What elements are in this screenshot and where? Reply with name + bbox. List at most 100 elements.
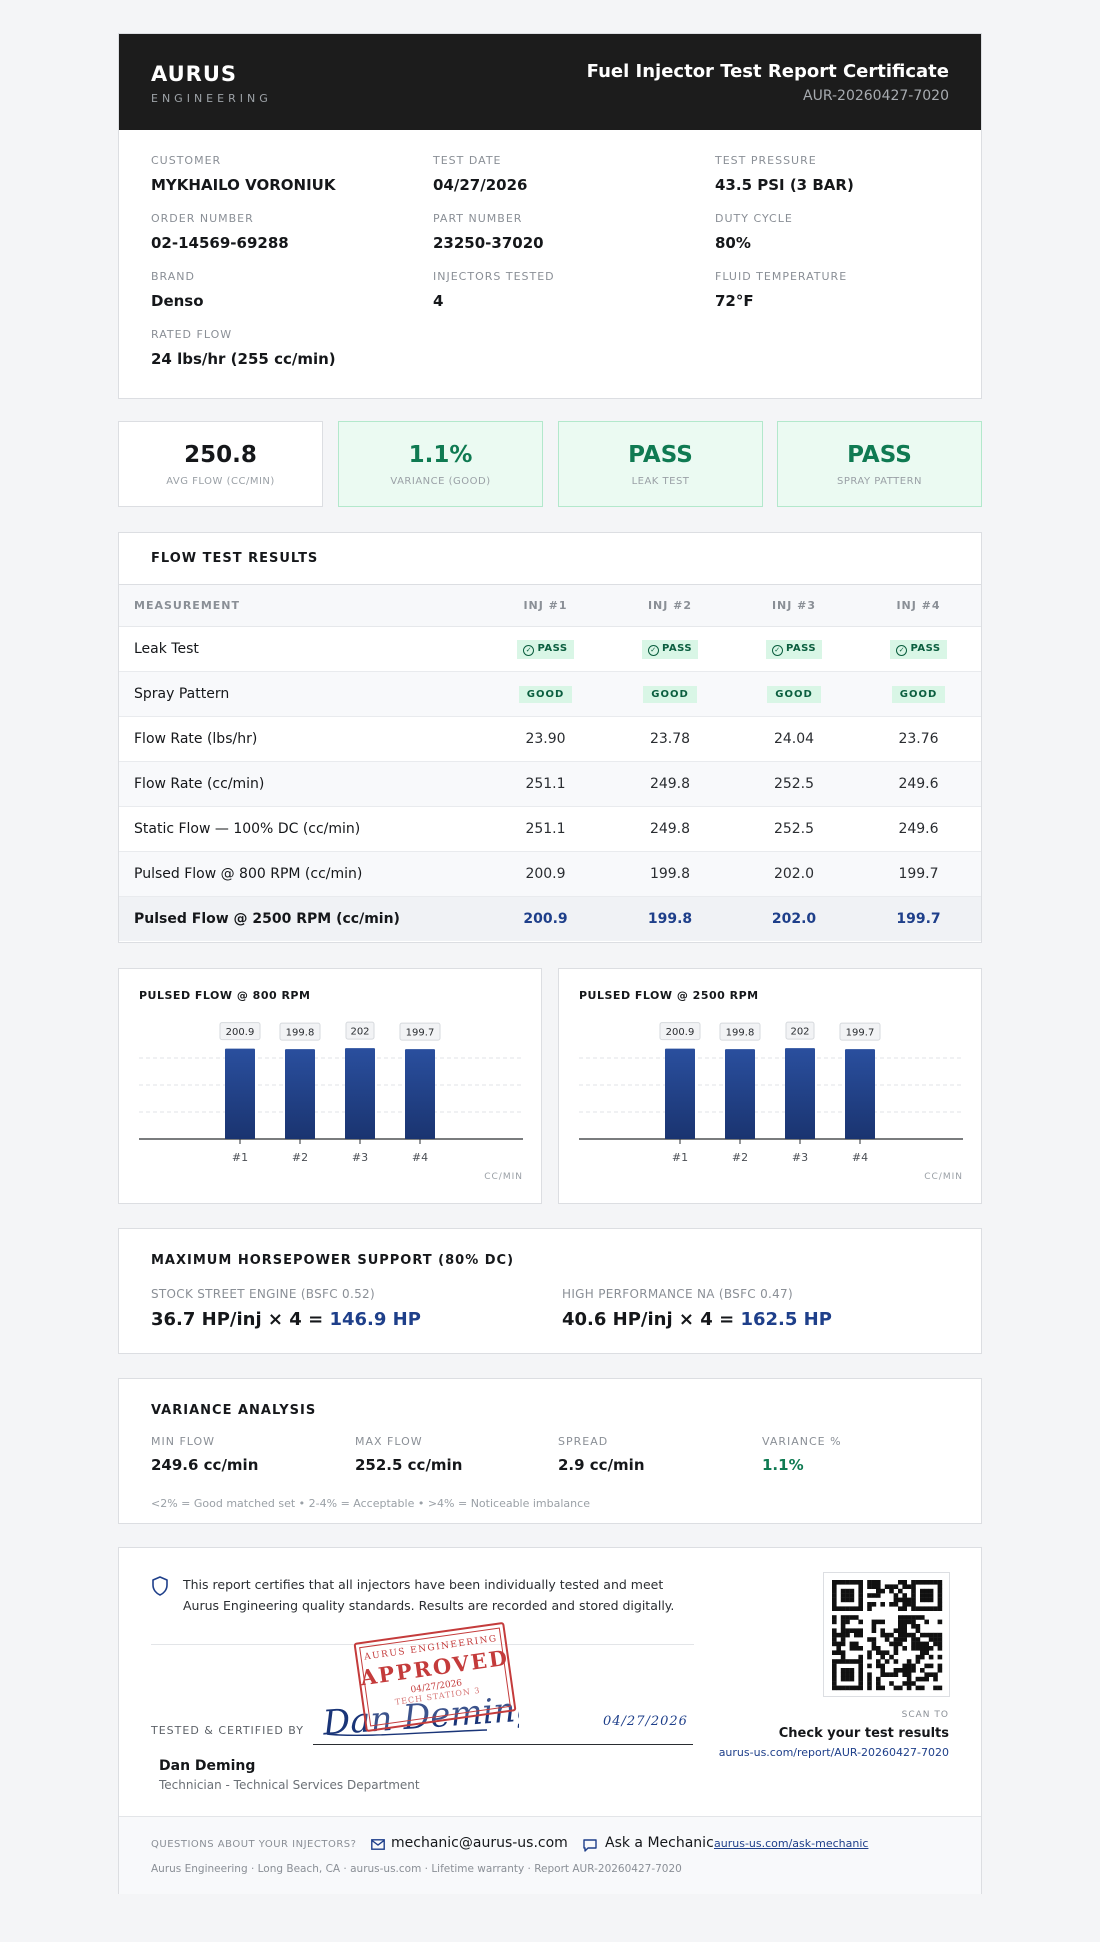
x-tick-label: #2 — [732, 1151, 748, 1164]
badge-text: PASS — [537, 642, 568, 654]
flow-results-table: MEASUREMENT INJ #1 INJ #2 INJ #3 INJ #4 … — [119, 585, 981, 941]
flow-results-header: FLOW TEST RESULTS — [119, 533, 981, 585]
summary-leak-test: PASS LEAK TEST — [558, 421, 763, 507]
chart-2500rpm: PULSED FLOW @ 2500 RPM 200.9 #1 199.8 #2 202… — [558, 968, 982, 1204]
info-part: PART NUMBER 23250-37020 — [433, 212, 544, 252]
unit-label: CC/MIN — [924, 1172, 963, 1182]
chart-bar — [405, 1049, 435, 1139]
table-row: Spray Pattern GOOD GOOD GOOD GOOD — [119, 671, 981, 717]
check-circle-icon: ✓ — [771, 644, 783, 656]
x-tick-label: #2 — [292, 1151, 308, 1164]
table-row: Static Flow — 100% DC (cc/min) 251.1 249… — [119, 806, 981, 852]
section-title: FLOW TEST RESULTS — [151, 551, 319, 566]
table-cell: 199.7 — [856, 851, 981, 897]
check-circle-icon: ✓ — [647, 644, 659, 656]
table-cell: 252.5 — [732, 806, 856, 852]
badge-text: PASS — [661, 642, 693, 654]
signature-date: 04/27/2026 — [603, 1714, 688, 1729]
summary-value: 1.1% — [408, 442, 473, 468]
summary-label: VARIANCE (GOOD) — [390, 476, 491, 487]
badge-text: PASS — [785, 642, 817, 654]
qr-code-icon — [832, 1580, 943, 1691]
table-cell: 249.6 — [856, 761, 981, 807]
certification-statement: This report certifies that all injectors… — [183, 1577, 675, 1613]
column-header: MEASUREMENT — [119, 585, 483, 627]
certification-card: This report certifies that all injectors… — [118, 1547, 982, 1894]
info-value: 4 — [433, 292, 444, 310]
divider — [151, 1644, 694, 1645]
summary-value: 250.8 — [184, 442, 257, 468]
value-label-box — [399, 1022, 441, 1041]
report-id: AUR-20260427-7020 — [803, 88, 949, 104]
ask-mechanic-label[interactable]: Ask a Mechanic — [605, 1835, 714, 1851]
variance-value: 249.6 cc/min — [151, 1456, 259, 1474]
hp-total: 162.5 HP — [740, 1309, 832, 1330]
tested-by-label: TESTED & CERTIFIED BY — [151, 1724, 304, 1737]
good-badge: GOOD — [643, 685, 697, 703]
chart-bar — [225, 1048, 255, 1139]
summary-value: PASS — [628, 442, 693, 468]
info-label: RATED FLOW — [151, 328, 233, 341]
signature-line — [313, 1744, 693, 1745]
table-cell: ✓ PASS — [608, 626, 732, 672]
info-value: 02-14569-69288 — [151, 234, 289, 252]
summary-variance: 1.1% VARIANCE (GOOD) — [338, 421, 543, 507]
info-label: TEST DATE — [433, 154, 502, 167]
variance-label: VARIANCE % — [762, 1435, 842, 1448]
table-row: Pulsed Flow @ 800 RPM (cc/min) 200.9 199… — [119, 851, 981, 897]
results-link[interactable]: aurus-us.com/report/AUR-20260427-7020 — [718, 1746, 949, 1759]
summary-value: PASS — [847, 442, 912, 468]
table-cell: ✓ PASS — [856, 626, 981, 672]
variance-max: MAX FLOW 252.5 cc/min — [355, 1435, 462, 1474]
horsepower-card: MAXIMUM HORSEPOWER SUPPORT (80% DC) STOC… — [118, 1228, 982, 1354]
summary-avg-flow: 250.8 AVG FLOW (CC/MIN) — [118, 421, 323, 507]
flow-results-card: FLOW TEST RESULTS MEASUREMENT INJ #1 INJ… — [118, 532, 982, 943]
info-duty: DUTY CYCLE 80% — [715, 212, 793, 252]
info-label: ORDER NUMBER — [151, 212, 254, 225]
info-fluid: FLUID TEMPERATURE 72°F — [715, 270, 847, 310]
ask-mechanic-link[interactable]: aurus-us.com/ask-mechanic — [714, 1837, 869, 1850]
chart-bar — [345, 1048, 375, 1139]
hp-label: STOCK STREET ENGINE (BSFC 0.52) — [151, 1287, 375, 1301]
table-cell: GOOD — [856, 671, 981, 717]
summary-spray-pattern: PASS SPRAY PATTERN — [777, 421, 982, 507]
table-row: Flow Rate (cc/min) 251.1 249.8 252.5 249… — [119, 761, 981, 807]
variance-value: 1.1% — [762, 1456, 804, 1474]
value-label-box — [719, 1022, 761, 1041]
info-label: BRAND — [151, 270, 195, 283]
info-test-date: TEST DATE 04/27/2026 — [433, 154, 527, 194]
good-badge: GOOD — [767, 685, 821, 703]
value-label-box — [219, 1022, 261, 1041]
table-row-highlight: Pulsed Flow @ 2500 RPM (cc/min) 200.9 19… — [119, 896, 981, 941]
value-label: 199.8 — [286, 1028, 315, 1039]
mail-icon — [371, 1839, 385, 1850]
table-cell: 251.1 — [483, 806, 608, 852]
x-tick-label: #1 — [672, 1151, 688, 1164]
variance-label: MAX FLOW — [355, 1435, 423, 1448]
pass-badge: ✓ PASS — [517, 639, 574, 659]
row-label: Pulsed Flow @ 2500 RPM (cc/min) — [119, 896, 483, 941]
test-info: CUSTOMER MYKHAILO VORONIUK TEST DATE 04/… — [119, 130, 981, 398]
check-circle-icon: ✓ — [896, 644, 908, 656]
email-link[interactable]: mechanic@aurus-us.com — [391, 1835, 568, 1851]
table-cell: 23.76 — [856, 716, 981, 762]
hp-value: 36.7 HP/inj × 4 = 146.9 HP — [151, 1309, 421, 1330]
table-cell: GOOD — [732, 671, 856, 717]
info-label: DUTY CYCLE — [715, 212, 793, 225]
chart-title: PULSED FLOW @ 2500 RPM — [579, 989, 759, 1002]
table-cell: 199.8 — [608, 851, 732, 897]
chart-bar — [845, 1049, 875, 1139]
stamp-border — [359, 1627, 511, 1727]
info-value: 43.5 PSI (3 BAR) — [715, 176, 854, 194]
qr-code[interactable] — [823, 1572, 950, 1697]
variance-value: 2.9 cc/min — [558, 1456, 645, 1474]
row-label: Flow Rate (cc/min) — [119, 761, 483, 807]
x-tick-label: #4 — [412, 1151, 428, 1164]
chart-800rpm: PULSED FLOW @ 800 RPM 200.9 #1 199.8 #2 202 #… — [118, 968, 542, 1204]
hp-value: 40.6 HP/inj × 4 = 162.5 HP — [562, 1309, 832, 1330]
info-injectors: INJECTORS TESTED 4 — [433, 270, 555, 310]
unit-label: CC/MIN — [484, 1172, 523, 1182]
row-label: Flow Rate (lbs/hr) — [119, 716, 483, 762]
badge-text: PASS — [910, 642, 941, 654]
column-header: INJ #4 — [856, 585, 981, 627]
